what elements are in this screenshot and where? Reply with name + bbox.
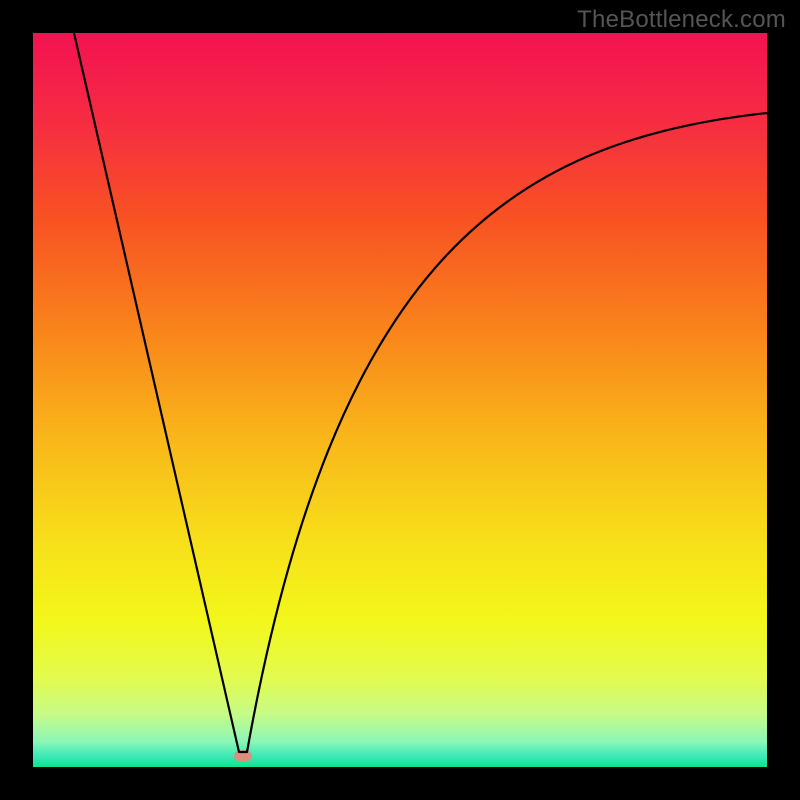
plot-background: [33, 33, 767, 767]
chart-stage: TheBottleneck.com: [0, 0, 800, 800]
plot-area: [33, 33, 767, 767]
chart-svg: [0, 0, 800, 800]
